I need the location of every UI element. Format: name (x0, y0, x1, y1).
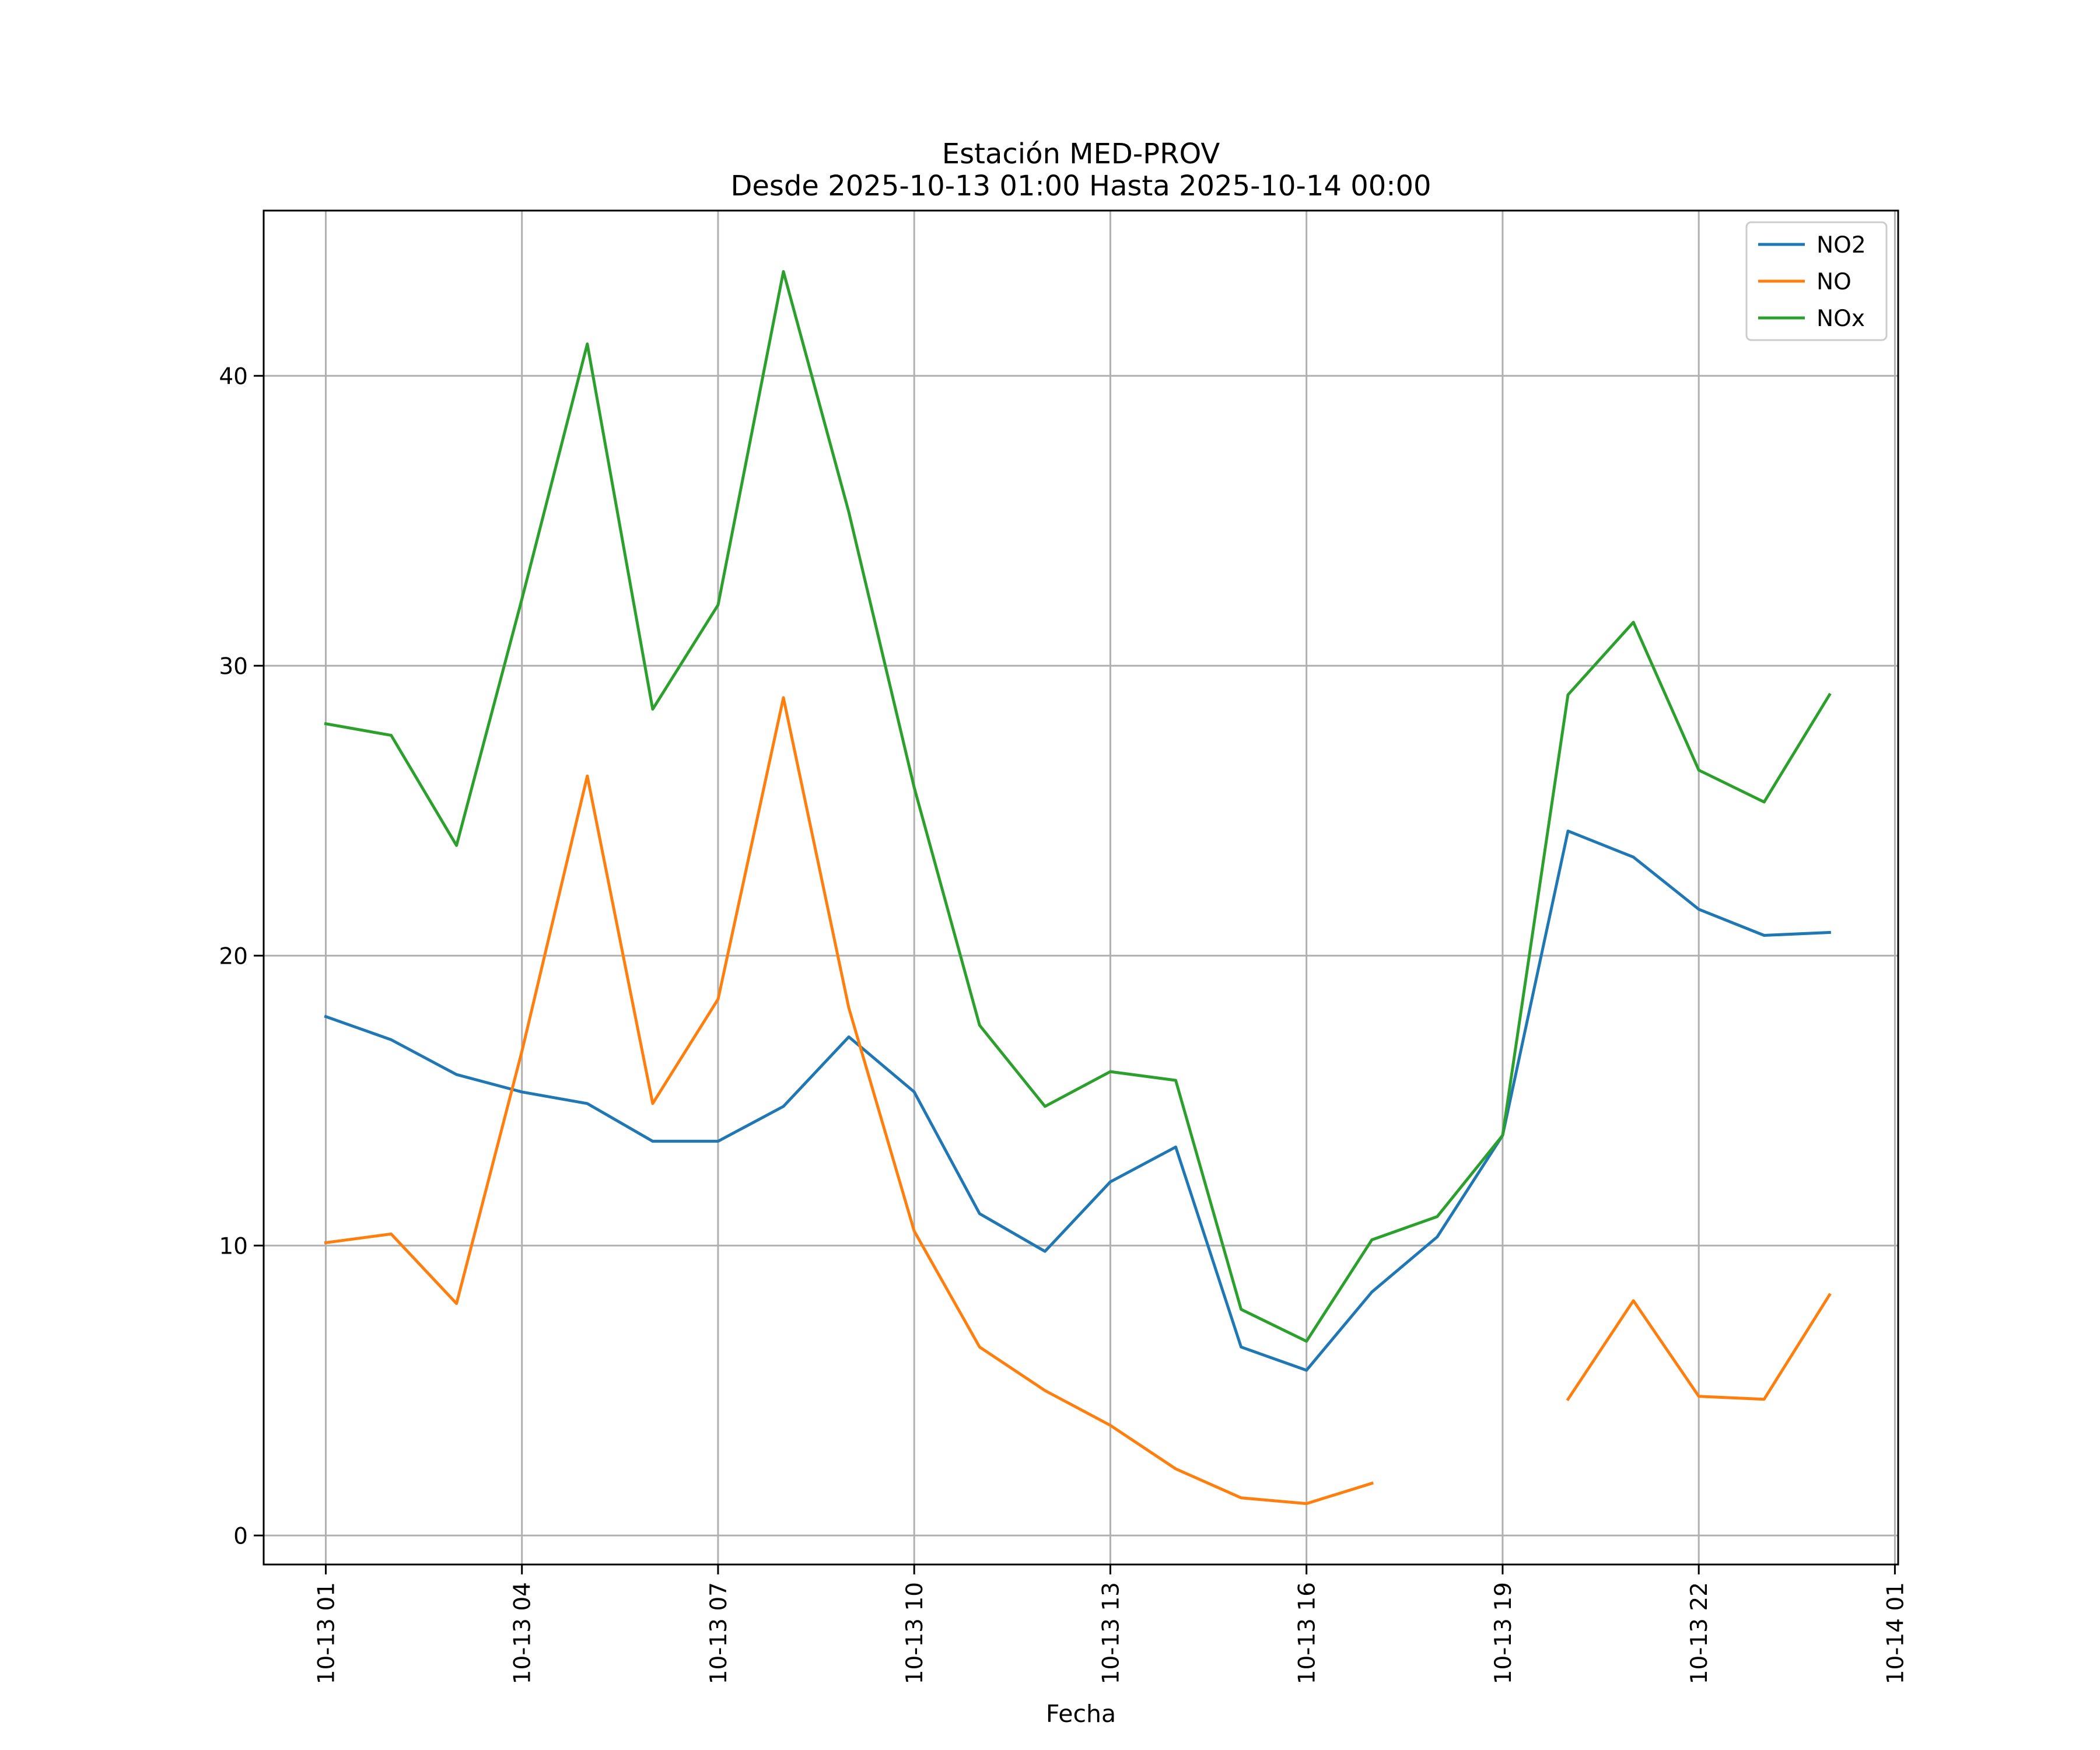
series-no2-line (324, 830, 1831, 1372)
grid (264, 211, 1898, 1564)
x-tick-label: 10-13 22 (1686, 1582, 1713, 1684)
axis-ticks: 10-13 01 10-13 04 10-13 07 10-13 10 10-13 13… (219, 363, 1909, 1684)
y-tick-label: 20 (219, 943, 248, 970)
x-tick-label: 10-13 19 (1490, 1582, 1517, 1684)
series-no-line (324, 696, 1832, 1506)
x-tick-label: 10-13 10 (902, 1582, 928, 1684)
chart-title-line2: Desde 2025-10-13 01:00 Hasta 2025-10-14 … (730, 170, 1431, 202)
legend: NO2 NO NOx (1745, 221, 1888, 341)
legend-frame (1745, 221, 1888, 341)
x-tick-label: 10-13 01 (313, 1582, 340, 1684)
series-nox-line (324, 270, 1832, 1343)
plot-frame (262, 209, 1899, 1566)
x-axis-label: Fecha (1046, 1700, 1116, 1728)
x-tick-label: 10-13 13 (1098, 1582, 1124, 1684)
y-tick-label: 0 (233, 1523, 248, 1549)
x-tick-label: 10-13 04 (510, 1582, 536, 1684)
y-tick-label: 10 (219, 1233, 248, 1259)
x-tick-label: 10-14 01 (1882, 1582, 1909, 1684)
x-tick-label: 10-13 07 (706, 1582, 732, 1684)
legend-no2-label: NO2 (1817, 232, 1866, 258)
x-tick-label: 10-13 16 (1294, 1582, 1321, 1684)
legend-no-label: NO (1817, 269, 1852, 295)
chart-title-line1: Estación MED-PROV (942, 138, 1220, 170)
series-lines (324, 270, 1832, 1506)
y-tick-label: 30 (219, 653, 248, 680)
y-tick-label: 40 (219, 363, 248, 390)
legend-nox-label: NOx (1817, 306, 1865, 332)
